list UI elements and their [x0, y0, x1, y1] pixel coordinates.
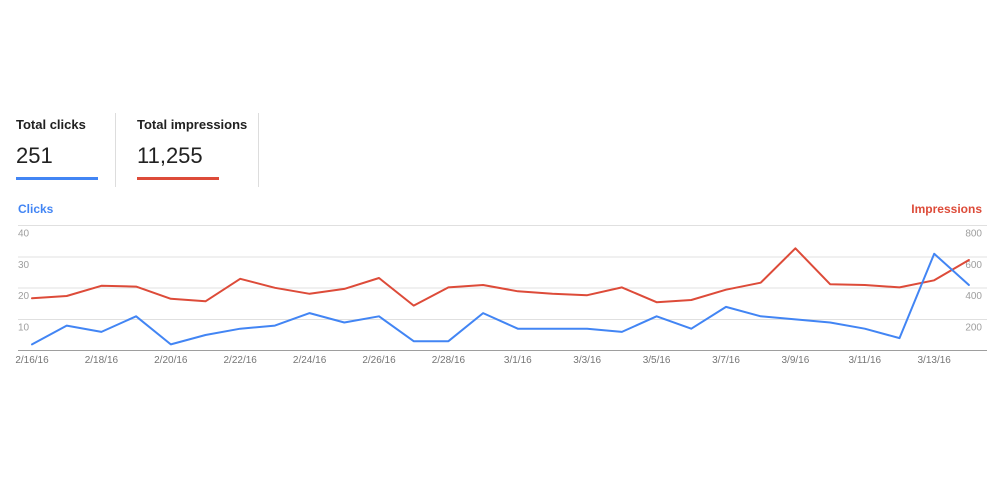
left-axis-tick-label: 10 — [18, 322, 30, 333]
right-axis-title: Impressions — [911, 202, 982, 216]
left-axis-tick-label: 40 — [18, 229, 30, 240]
x-axis-tick-label: 2/16/16 — [15, 355, 49, 366]
metric-underline — [137, 177, 219, 180]
left-axis-tick-label: 20 — [18, 291, 30, 302]
left-axis-tick-label: 30 — [18, 260, 30, 271]
metric-label: Total impressions — [137, 117, 248, 132]
left-axis-title: Clicks — [18, 202, 54, 216]
right-axis-tick-label: 400 — [965, 291, 982, 302]
right-axis-tick-label: 800 — [965, 229, 982, 240]
x-axis-tick-label: 2/22/16 — [224, 355, 258, 366]
x-axis-tick-label: 3/9/16 — [781, 355, 809, 366]
series-line-impressions[interactable] — [31, 247, 970, 307]
metric-value: 251 — [16, 143, 53, 168]
total-impressions-card[interactable]: Total impressions 11,255 — [116, 113, 259, 187]
right-axis-tick-label: 600 — [965, 260, 982, 271]
x-axis-tick-label: 3/1/16 — [504, 355, 532, 366]
total-clicks-card[interactable]: Total clicks 251 — [16, 113, 116, 187]
x-axis-tick-label: 2/18/16 — [85, 355, 119, 366]
x-axis-tick-label: 3/11/16 — [848, 355, 881, 366]
right-axis-tick-label: 200 — [965, 322, 982, 333]
metric-label: Total clicks — [16, 117, 86, 132]
x-axis-tick-label: 3/5/16 — [643, 355, 671, 366]
x-axis-tick-label: 2/26/16 — [362, 355, 396, 366]
series-line-clicks[interactable] — [31, 252, 970, 346]
x-axis-tick-label: 3/3/16 — [573, 355, 601, 366]
x-axis-tick-label: 3/7/16 — [712, 355, 740, 366]
performance-timeseries-chart[interactable]: 40 800 30 600 20 400 10 200 2/16/16 2/18/16 2/20/1… — [0, 203, 1000, 378]
x-axis-tick-label: 2/24/16 — [293, 355, 327, 366]
metric-value: 11,255 — [137, 143, 203, 168]
x-axis-tick-label: 3/13/16 — [918, 355, 952, 366]
metric-cards: Total clicks 251 Total impressions 11,25… — [16, 113, 259, 187]
metric-underline — [16, 177, 98, 180]
x-axis-tick-label: 2/28/16 — [432, 355, 466, 366]
x-axis-tick-label: 2/20/16 — [154, 355, 188, 366]
